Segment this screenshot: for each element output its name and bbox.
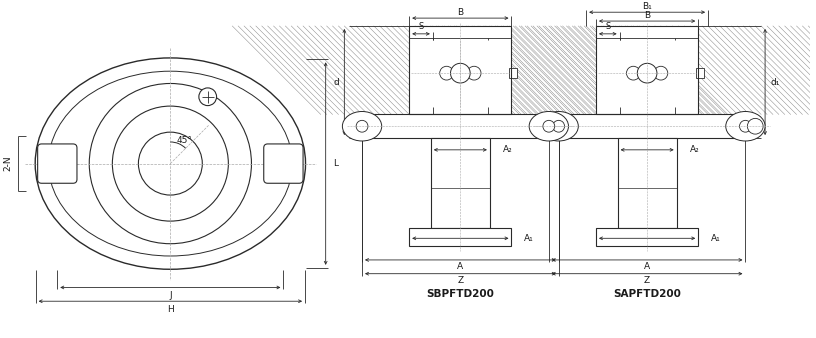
Bar [596, 228, 698, 246]
Bar [549, 115, 746, 138]
Circle shape [468, 66, 481, 80]
Text: A: A [457, 262, 463, 271]
Bar [596, 26, 698, 115]
Text: A₂: A₂ [690, 145, 699, 154]
Circle shape [450, 63, 470, 83]
Text: A₁: A₁ [711, 234, 721, 243]
FancyBboxPatch shape [38, 144, 77, 183]
Text: S: S [605, 22, 610, 31]
Bar [432, 40, 488, 106]
Text: SBPFTD200: SBPFTD200 [427, 289, 494, 299]
Bar [410, 26, 512, 115]
Bar [362, 115, 559, 138]
Bar [410, 26, 512, 115]
Text: SAPFTD200: SAPFTD200 [613, 289, 681, 299]
Text: H: H [167, 305, 174, 314]
Circle shape [739, 120, 752, 132]
Text: S: S [419, 22, 424, 31]
Bar [410, 228, 512, 246]
Bar [509, 68, 517, 78]
Text: A: A [644, 262, 650, 271]
Bar [596, 26, 698, 115]
Circle shape [199, 88, 216, 105]
Text: 45°: 45° [176, 136, 192, 145]
Text: B: B [457, 8, 463, 17]
Bar [696, 68, 704, 78]
Circle shape [543, 120, 555, 132]
Ellipse shape [343, 112, 382, 141]
Text: A₂: A₂ [503, 145, 512, 154]
Circle shape [440, 66, 454, 80]
FancyBboxPatch shape [264, 144, 303, 183]
Text: Z: Z [644, 276, 650, 285]
Text: A₁: A₁ [525, 234, 534, 243]
Ellipse shape [529, 112, 569, 141]
Circle shape [552, 120, 565, 132]
Text: 2-N: 2-N [3, 156, 13, 171]
Ellipse shape [539, 112, 579, 141]
Circle shape [356, 120, 368, 132]
Circle shape [627, 66, 641, 80]
Circle shape [654, 66, 667, 80]
Text: J: J [169, 291, 171, 300]
Text: d: d [334, 77, 339, 87]
Bar [431, 138, 490, 228]
Bar [618, 138, 676, 228]
Text: d₁: d₁ [770, 77, 779, 87]
Ellipse shape [725, 112, 765, 141]
Text: B₁: B₁ [642, 2, 652, 11]
Bar [619, 40, 675, 106]
Text: Z: Z [457, 276, 463, 285]
Text: L: L [333, 159, 338, 168]
Circle shape [637, 63, 657, 83]
Text: B: B [644, 11, 650, 20]
Circle shape [747, 118, 763, 134]
